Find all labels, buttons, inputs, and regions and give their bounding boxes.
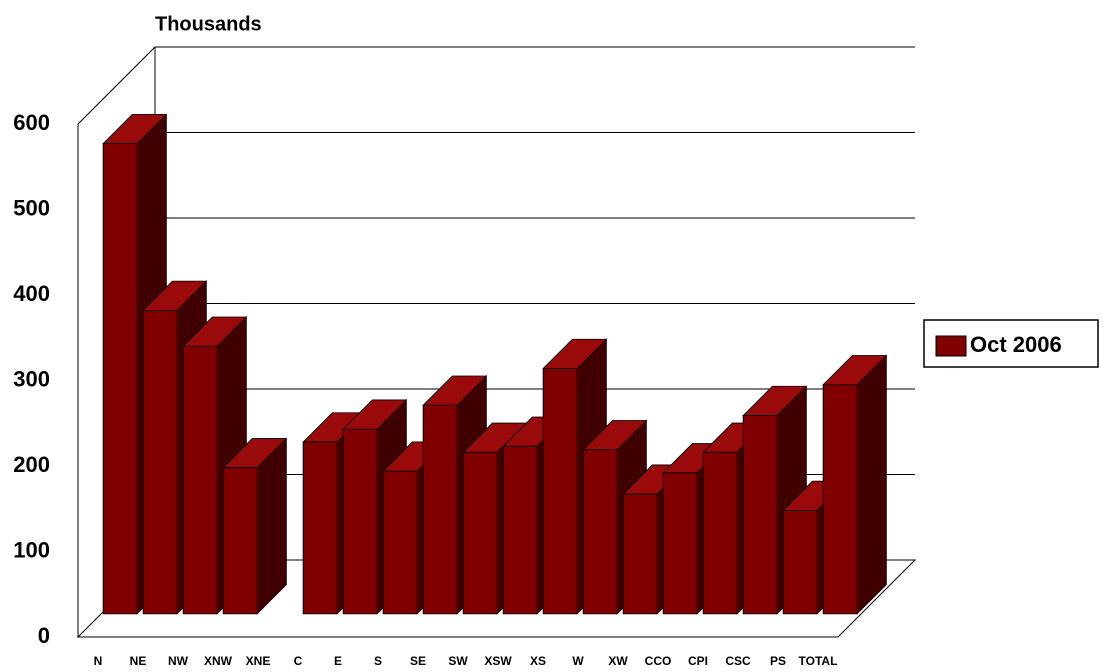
x-tick-label: NE [130, 654, 147, 668]
x-tick-label: XW [608, 654, 628, 668]
y-tick-label: 100 [13, 537, 50, 562]
bar-side [256, 437, 287, 615]
x-tick-label: C [294, 654, 303, 668]
x-tick-label: XSW [484, 654, 512, 668]
bar-front [382, 470, 418, 615]
bar-front [222, 467, 258, 615]
bar-front [422, 404, 458, 615]
chart-title: Thousands [155, 13, 262, 35]
bar [222, 437, 288, 615]
x-tick-label: XS [530, 654, 546, 668]
bar-front [142, 309, 178, 615]
x-tick-label: E [334, 654, 342, 668]
bar-front [342, 428, 378, 615]
x-tick-label: SW [448, 654, 468, 668]
legend-swatch [935, 335, 967, 357]
y-tick-label: 400 [13, 281, 50, 306]
x-tick-label: XNE [246, 654, 271, 668]
bar-side [856, 354, 887, 615]
bar-front [582, 449, 618, 615]
left-wall-edge [77, 46, 156, 125]
bar-front [182, 345, 218, 615]
bar-front [102, 143, 138, 615]
x-tick-label: TOTAL [799, 654, 838, 668]
x-tick-label: CPI [688, 654, 708, 668]
x-tick-label: N [94, 654, 103, 668]
bar [822, 354, 888, 615]
bar-front [742, 415, 778, 615]
legend-label: Oct 2006 [970, 332, 1062, 357]
bar-front [302, 441, 338, 615]
bar-front [822, 384, 858, 615]
bar-front [622, 493, 658, 615]
x-tick-label: S [374, 654, 382, 668]
bar-front [462, 451, 498, 615]
x-tick-label: CSC [725, 654, 751, 668]
y-tick-label: 500 [13, 195, 50, 220]
bar-front [702, 451, 738, 615]
x-tick-label: NW [168, 654, 189, 668]
y-tick-label: 200 [13, 452, 50, 477]
x-tick-label: SE [410, 654, 426, 668]
y-tick-label: 0 [38, 623, 50, 648]
x-tick-label: W [572, 654, 584, 668]
x-tick-label: PS [770, 654, 786, 668]
y-tick-label: 600 [13, 110, 50, 135]
y-tick-label: 300 [13, 366, 50, 391]
bar-front [782, 510, 818, 615]
bar-front [662, 472, 698, 615]
bar-front [502, 445, 538, 615]
x-tick-label: CCO [645, 654, 672, 668]
x-tick-label: XNW [204, 654, 233, 668]
bar-front [542, 368, 578, 615]
